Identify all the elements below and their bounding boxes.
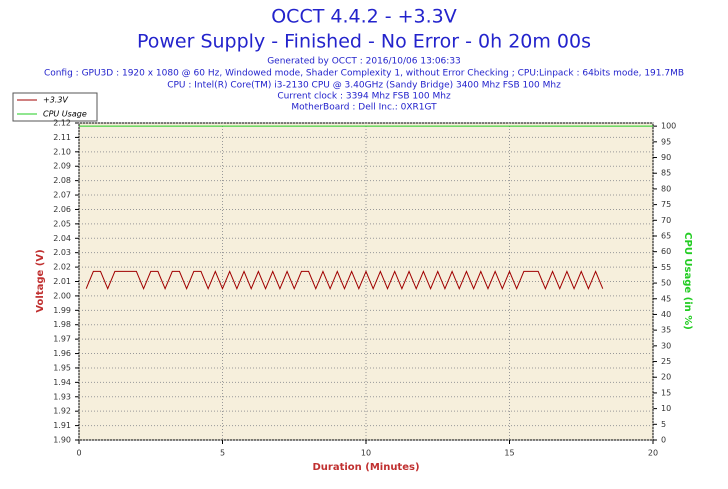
y-tick-label: 1.93 xyxy=(53,392,71,401)
y-tick-label: 1.94 xyxy=(53,378,71,387)
y2-tick-label: 10 xyxy=(661,404,671,413)
x-tick-label: 15 xyxy=(504,449,514,458)
y2-tick-label: 85 xyxy=(661,169,671,178)
y2-tick-label: 90 xyxy=(661,153,671,162)
y2-tick-label: 20 xyxy=(661,373,671,382)
y-tick-label: 2.11 xyxy=(53,133,71,142)
y2-tick-label: 0 xyxy=(661,436,666,445)
y-tick-label: 1.91 xyxy=(53,421,71,430)
y2-tick-label: 45 xyxy=(661,294,671,303)
y-tick-label: 1.92 xyxy=(53,407,71,416)
y-tick-label: 2.09 xyxy=(53,162,71,171)
y-tick-label: 2.00 xyxy=(53,291,71,300)
x-tick-label: 0 xyxy=(76,449,81,458)
x-tick-label: 10 xyxy=(361,449,371,458)
y2-tick-label: 55 xyxy=(661,263,671,272)
y-tick-label: 2.02 xyxy=(53,263,71,272)
y-tick-label: 1.99 xyxy=(53,306,71,315)
y2-tick-label: 5 xyxy=(661,420,666,429)
y-tick-label: 1.95 xyxy=(53,363,71,372)
y2-tick-label: 30 xyxy=(661,341,671,350)
y2-tick-label: 40 xyxy=(661,310,671,319)
chart-title: OCCT 4.4.2 - +3.3V xyxy=(271,6,457,28)
chart-subtitle: Power Supply - Finished - No Error - 0h … xyxy=(137,31,591,53)
info-line: Generated by OCCT : 2016/10/06 13:06:33 xyxy=(267,57,461,67)
info-line: CPU : Intel(R) Core(TM) i3-2130 CPU @ 3.… xyxy=(167,81,561,91)
y2-axis-label: CPU Usage (in %) xyxy=(682,232,693,330)
x-tick-label: 5 xyxy=(220,449,225,458)
y-tick-label: 2.07 xyxy=(53,191,71,200)
x-tick-label: 20 xyxy=(648,449,658,458)
y-axis-label: Voltage (V) xyxy=(35,249,46,312)
y-tick-label: 1.96 xyxy=(53,349,71,358)
info-line: Config : GPU3D : 1920 x 1080 @ 60 Hz, Wi… xyxy=(44,69,684,79)
y2-tick-label: 65 xyxy=(661,231,671,240)
y2-tick-label: 25 xyxy=(661,357,671,366)
x-axis-label: Duration (Minutes) xyxy=(312,462,419,473)
y2-tick-label: 15 xyxy=(661,388,671,397)
y2-tick-label: 60 xyxy=(661,247,671,256)
info-line: Current clock : 3394 Mhz FSB 100 Mhz xyxy=(277,92,451,102)
plot-area xyxy=(78,122,654,441)
y-tick-label: 2.12 xyxy=(53,119,71,128)
info-line: MotherBoard : Dell Inc.: 0XR1GT xyxy=(291,103,437,113)
y-tick-label: 2.03 xyxy=(53,248,71,257)
y-tick-label: 2.01 xyxy=(53,277,71,286)
y-tick-label: 1.90 xyxy=(53,436,71,445)
y-tick-label: 2.10 xyxy=(53,147,71,156)
y-tick-label: 2.05 xyxy=(53,219,71,228)
y2-tick-label: 80 xyxy=(661,184,671,193)
legend-label: CPU Usage xyxy=(43,110,87,119)
y2-tick-label: 75 xyxy=(661,200,671,209)
y-tick-label: 2.08 xyxy=(53,176,71,185)
y2-tick-label: 70 xyxy=(661,216,671,225)
y2-tick-label: 100 xyxy=(661,122,676,131)
y-tick-label: 1.97 xyxy=(53,335,71,344)
y2-tick-label: 50 xyxy=(661,279,671,288)
y-tick-label: 1.98 xyxy=(53,320,71,329)
y2-tick-label: 95 xyxy=(661,137,671,146)
series-line xyxy=(85,270,604,291)
legend-label: +3.3V xyxy=(43,96,68,105)
y-tick-label: 2.06 xyxy=(53,205,71,214)
y-tick-label: 2.04 xyxy=(53,234,71,243)
legend xyxy=(12,92,98,122)
y2-tick-label: 35 xyxy=(661,326,671,335)
